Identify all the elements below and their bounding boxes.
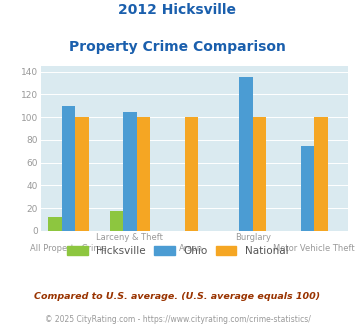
Bar xyxy=(314,117,328,231)
Bar xyxy=(137,117,150,231)
Bar xyxy=(75,117,89,231)
Text: Larceny & Theft: Larceny & Theft xyxy=(97,233,163,242)
Bar xyxy=(110,211,123,231)
Text: All Property Crime: All Property Crime xyxy=(30,244,107,253)
Text: 2012 Hicksville: 2012 Hicksville xyxy=(119,3,236,17)
Bar xyxy=(185,117,198,231)
Text: Property Crime Comparison: Property Crime Comparison xyxy=(69,40,286,53)
Bar xyxy=(239,77,253,231)
Legend: Hicksville, Ohio, National: Hicksville, Ohio, National xyxy=(62,242,293,260)
Text: Motor Vehicle Theft: Motor Vehicle Theft xyxy=(273,244,355,253)
Bar xyxy=(253,117,266,231)
Bar xyxy=(62,106,75,231)
Bar xyxy=(48,217,62,231)
Text: © 2025 CityRating.com - https://www.cityrating.com/crime-statistics/: © 2025 CityRating.com - https://www.city… xyxy=(45,315,310,324)
Bar xyxy=(301,146,314,231)
Bar xyxy=(123,112,137,231)
Text: Arson: Arson xyxy=(179,244,203,253)
Text: Burglary: Burglary xyxy=(235,233,271,242)
Text: Compared to U.S. average. (U.S. average equals 100): Compared to U.S. average. (U.S. average … xyxy=(34,292,321,301)
